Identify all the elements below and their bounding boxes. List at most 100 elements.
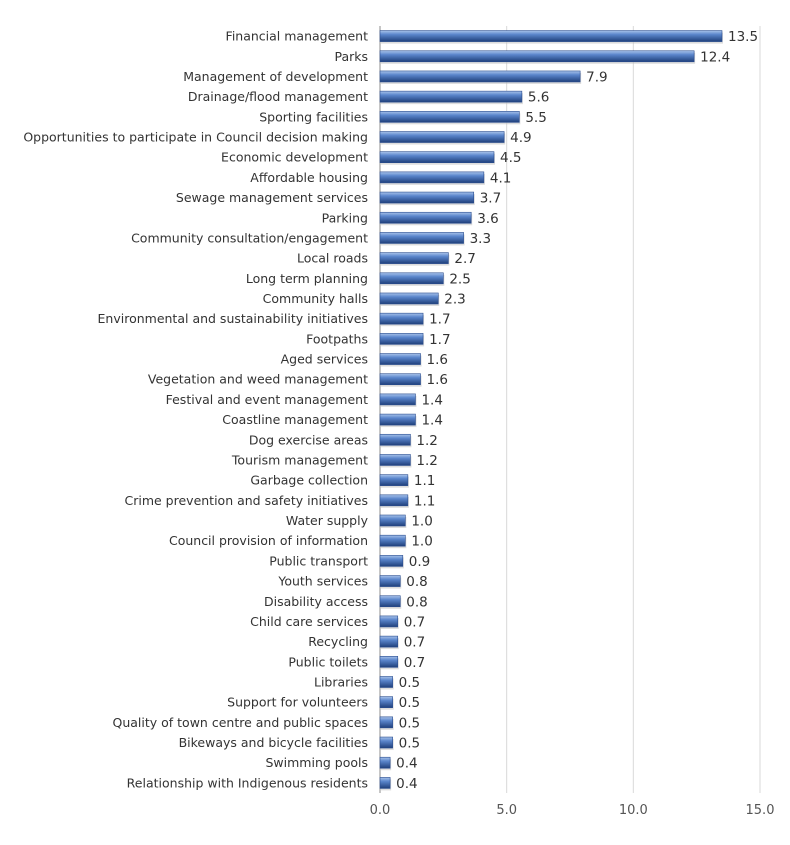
data-label: 4.1 (490, 170, 511, 186)
bar (379, 777, 391, 789)
bar (379, 211, 472, 224)
data-label: 1.7 (429, 332, 450, 348)
category-label: Sporting facilities (259, 109, 368, 124)
category-label: Parking (322, 210, 368, 225)
bar (379, 171, 485, 184)
category-label: Coastline management (222, 412, 368, 427)
bar (379, 433, 411, 446)
bar (379, 90, 523, 103)
data-label: 1.4 (421, 392, 442, 408)
data-label: 1.6 (427, 352, 448, 368)
category-label: Libraries (314, 674, 368, 689)
value-labels: 13.5 12.4 7.9 5.6 5.5 4.9 4.5 4.1 3.7 3.6 3.3 2.7 2.… (396, 29, 758, 792)
category-label: Dog exercise areas (249, 432, 368, 447)
data-label: 2.3 (444, 291, 465, 307)
data-label: 0.5 (399, 675, 420, 691)
data-label: 13.5 (728, 29, 758, 45)
category-label: Community halls (263, 291, 368, 306)
bar (379, 534, 406, 547)
x-axis-ticks: 0.0 5.0 10.0 15.0 (370, 803, 775, 818)
category-label: Public toilets (288, 654, 368, 669)
category-label: Council provision of information (169, 533, 368, 548)
data-label: 0.8 (406, 594, 427, 610)
bar (379, 494, 409, 507)
category-label: Sewage management services (176, 190, 368, 205)
data-label: 3.6 (477, 211, 498, 227)
category-label: Bikeways and bicycle facilities (179, 735, 368, 750)
category-label: Garbage collection (250, 473, 368, 488)
data-label: 5.6 (528, 90, 549, 106)
category-label: Recycling (308, 634, 368, 649)
data-label: 0.7 (404, 614, 425, 630)
data-label: 1.6 (427, 372, 448, 388)
bar (379, 252, 449, 264)
category-label: Affordable housing (250, 170, 368, 185)
bar (379, 595, 401, 608)
data-label: 0.5 (399, 736, 420, 752)
category-label: Crime prevention and safety initiatives (125, 493, 369, 508)
bar (379, 232, 464, 244)
bar (379, 454, 411, 466)
category-label: Financial management (226, 29, 369, 44)
bar (379, 474, 409, 486)
bar (379, 676, 393, 688)
data-label: 0.7 (404, 635, 425, 651)
bar (379, 131, 505, 143)
bar (379, 353, 421, 365)
category-label: Disability access (264, 594, 368, 609)
data-label: 1.0 (411, 514, 432, 530)
category-label: Support for volunteers (227, 695, 368, 710)
data-label: 2.7 (454, 251, 475, 267)
category-label: Aged services (281, 352, 368, 367)
category-label: Child care services (250, 614, 368, 629)
category-label: Water supply (286, 513, 369, 528)
data-label: 1.1 (414, 473, 435, 489)
category-label: Management of development (183, 69, 368, 84)
bar (379, 756, 391, 769)
data-label: 5.5 (525, 110, 546, 126)
bar (379, 635, 399, 648)
bar (379, 575, 401, 587)
bar (379, 736, 393, 749)
data-label: 0.8 (406, 574, 427, 590)
bar (379, 50, 695, 63)
bar (379, 696, 393, 708)
category-label: Local roads (297, 251, 368, 266)
data-label: 12.4 (700, 49, 730, 65)
category-label: Festival and event management (166, 392, 368, 407)
data-label: 0.4 (396, 756, 417, 772)
data-label: 0.4 (396, 776, 417, 792)
bar (379, 272, 444, 285)
category-label: Parks (334, 49, 368, 64)
data-label: 1.1 (414, 493, 435, 509)
bar (379, 615, 399, 628)
category-label: Tourism management (231, 452, 368, 467)
data-label: 3.7 (480, 191, 501, 207)
category-label: Vegetation and weed management (148, 372, 368, 387)
data-label: 1.2 (416, 453, 437, 469)
x-tick-label: 10.0 (619, 803, 648, 818)
category-label: Economic development (221, 150, 368, 165)
bar (379, 30, 723, 42)
bars (379, 30, 723, 791)
category-label: Opportunities to participate in Council … (23, 130, 368, 145)
bar (379, 555, 404, 567)
category-label: Drainage/flood management (188, 89, 368, 104)
data-label: 4.9 (510, 130, 531, 146)
x-tick-label: 15.0 (746, 803, 775, 818)
data-label: 0.7 (404, 655, 425, 671)
category-label: Swimming pools (265, 755, 368, 770)
data-label: 3.3 (470, 231, 491, 247)
category-labels: Financial management Parks Management of d… (23, 29, 368, 791)
bar (379, 292, 439, 305)
bar (379, 151, 495, 163)
data-label: 1.2 (416, 433, 437, 449)
bar (379, 191, 475, 204)
category-label: Quality of town centre and public spaces (113, 715, 369, 730)
data-label: 0.5 (399, 715, 420, 731)
category-label: Relationship with Indigenous residents (127, 775, 368, 790)
data-label: 1.7 (429, 312, 450, 328)
bar (379, 716, 393, 729)
bar (379, 111, 520, 123)
